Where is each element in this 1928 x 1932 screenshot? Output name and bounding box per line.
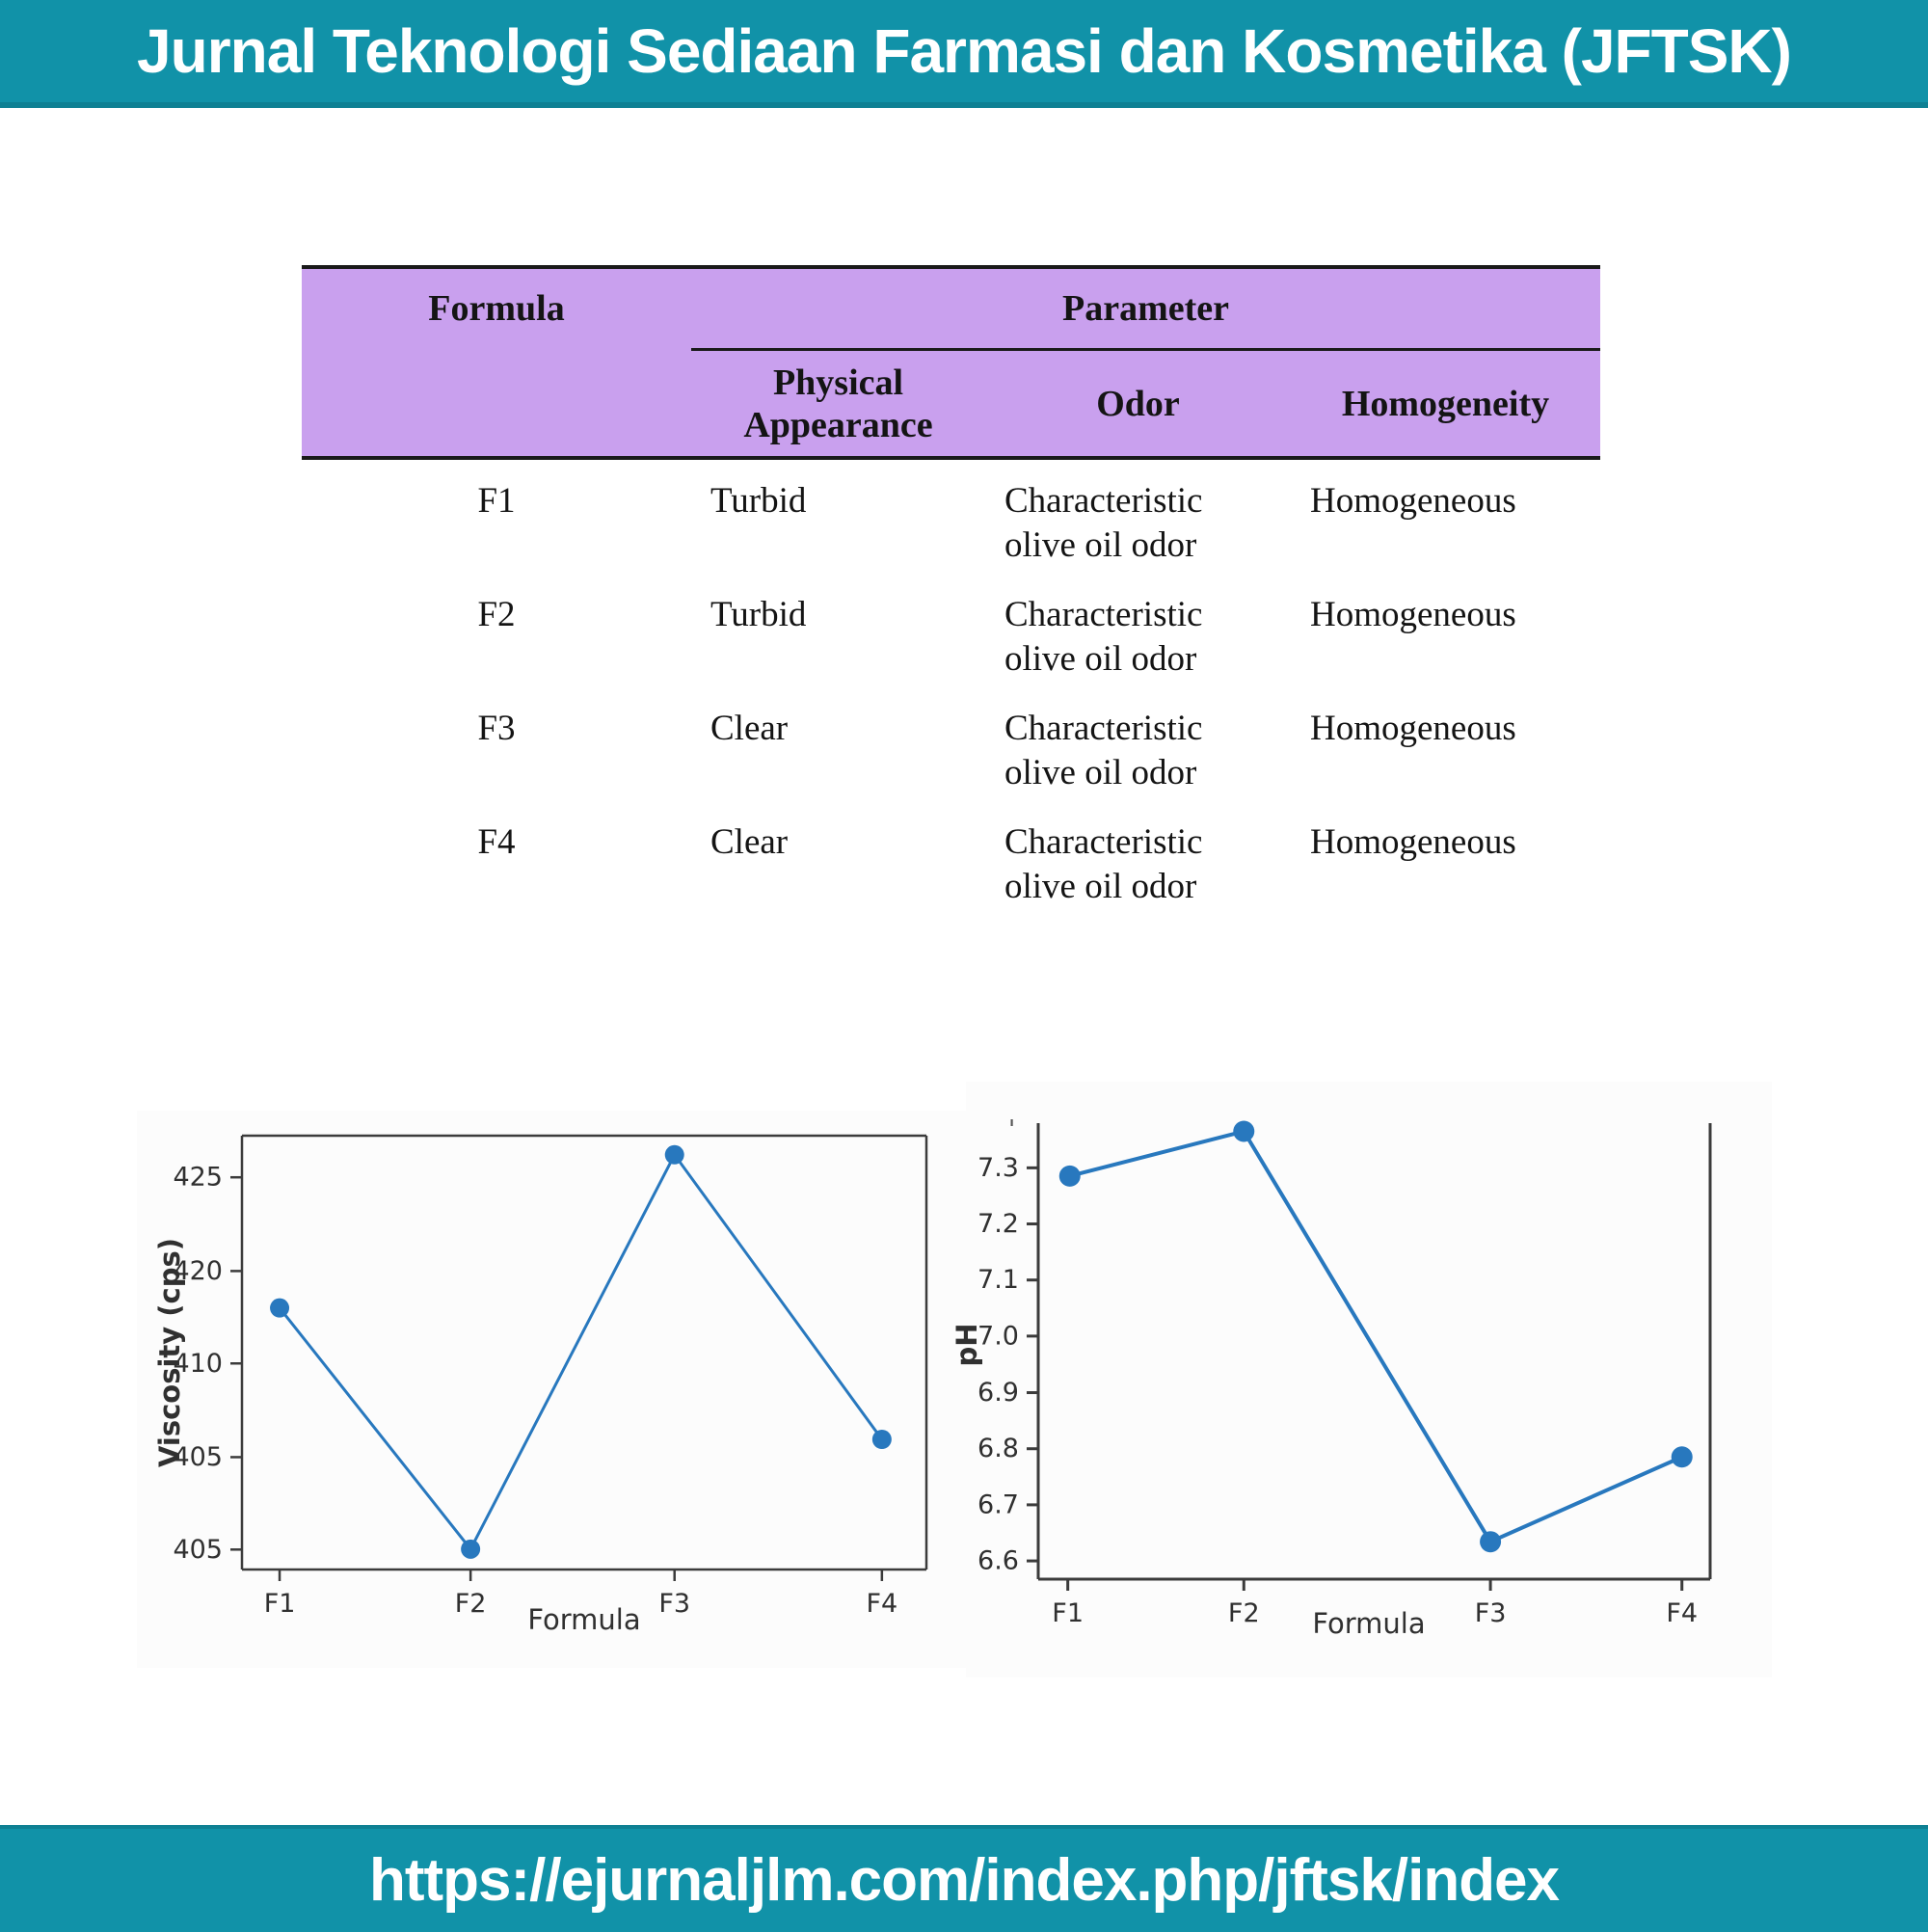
journal-url[interactable]: https://ejurnaljlm.com/index.php/jftsk/i… <box>368 1847 1560 1914</box>
x-tick-label: F1 <box>1052 1598 1084 1628</box>
y-axis-title: Viscosity (cps) <box>153 1238 186 1467</box>
odor-cell: Characteristic olive oil odor <box>1004 822 1203 906</box>
table-row-f3: F3 Clear Characteristic olive oil odor H… <box>302 687 1600 801</box>
table-header: Formula Parameter Physical Appearance Od… <box>302 265 1600 460</box>
y-tick-label: 420 <box>173 1256 223 1286</box>
homogeneity-cell: Homogeneous <box>1310 595 1516 634</box>
data-point-marker <box>1480 1531 1502 1553</box>
data-point-marker <box>871 1430 892 1449</box>
x-tick-label: F3 <box>1475 1598 1507 1628</box>
formula-cell: F1 <box>477 481 516 521</box>
table-body: F1 Turbid Characteristic olive oil odor … <box>302 460 1600 915</box>
x-tick-label: F2 <box>1228 1598 1260 1628</box>
column-header-formula: Formula <box>428 288 565 329</box>
x-tick-label: F1 <box>264 1589 296 1619</box>
homogeneity-cell: Homogeneous <box>1310 822 1516 862</box>
viscosity-line-chart: 425 420 410 405 405 F1 F2 F3 F4 Viscosity (cps) Fo… <box>137 1111 968 1668</box>
y-tick-label: 425 <box>173 1163 223 1193</box>
table-row-f1: F1 Turbid Characteristic olive oil odor … <box>302 460 1600 574</box>
journal-title: Jurnal Teknologi Sediaan Farmasi dan Kos… <box>137 16 1792 86</box>
y-tick-label: 6.6 <box>977 1546 1019 1576</box>
formula-cell: F2 <box>477 595 516 634</box>
y-tick-label: 6.8 <box>977 1434 1019 1463</box>
y-tick-label: 410 <box>173 1349 223 1379</box>
y-tick-label: 7.2 <box>977 1209 1019 1239</box>
table-row-f4: F4 Clear Characteristic olive oil odor H… <box>302 801 1600 915</box>
appearance-cell: Clear <box>710 709 789 748</box>
data-point-marker <box>1058 1165 1081 1187</box>
y-tick-label: 405 <box>173 1535 223 1565</box>
x-axis-title: Formula <box>1312 1607 1425 1640</box>
y-tick-label: 7.3 <box>977 1153 1019 1183</box>
homogeneity-cell: Homogeneous <box>1310 481 1516 521</box>
ph-line-chart: 7.3 7.2 7.1 7.0 6.9 6.8 6.7 6.6 F1 F2 F3 F4 pH Formul… <box>951 1082 1772 1677</box>
data-point-marker <box>461 1539 481 1559</box>
y-tick-label: 405 <box>173 1442 223 1472</box>
homogeneity-cell: Homogeneous <box>1310 709 1516 748</box>
y-tick-label: 7.1 <box>977 1265 1019 1295</box>
data-point-marker <box>664 1144 684 1165</box>
data-line <box>278 1151 884 1552</box>
odor-cell: Characteristic olive oil odor <box>1004 709 1203 792</box>
data-line <box>1067 1129 1684 1544</box>
table-row-f2: F2 Turbid Characteristic olive oil odor … <box>302 574 1600 687</box>
data-point-marker <box>1233 1120 1255 1142</box>
data-point-marker <box>1671 1446 1693 1468</box>
x-tick-label: F2 <box>455 1589 487 1619</box>
evaluation-table: Formula Parameter Physical Appearance Od… <box>302 265 1600 915</box>
journal-footer-bar: https://ejurnaljlm.com/index.php/jftsk/i… <box>0 1825 1928 1932</box>
parameter-underline <box>691 348 1600 351</box>
data-point-marker <box>270 1298 290 1318</box>
y-tick-label: 6.7 <box>977 1489 1019 1519</box>
x-axis-title: Formula <box>527 1603 640 1636</box>
formula-cell: F4 <box>477 822 516 862</box>
odor-cell: Characteristic olive oil odor <box>1004 481 1203 565</box>
appearance-cell: Turbid <box>710 481 807 521</box>
appearance-cell: Clear <box>710 822 789 862</box>
column-header-physical-appearance: Physical Appearance <box>743 362 933 445</box>
x-tick-label: F3 <box>658 1589 690 1619</box>
column-header-homogeneity: Homogeneity <box>1341 383 1550 424</box>
spacer-cell <box>302 351 691 456</box>
journal-header-bar: Jurnal Teknologi Sediaan Farmasi dan Kos… <box>0 0 1928 108</box>
odor-cell: Characteristic olive oil odor <box>1004 595 1203 679</box>
y-axis-title: pH <box>951 1323 983 1366</box>
x-tick-label: F4 <box>866 1589 897 1619</box>
column-group-header-parameter: Parameter <box>1062 288 1229 329</box>
stray-mark: ' <box>1008 1115 1015 1144</box>
column-header-odor: Odor <box>1096 383 1180 424</box>
formula-cell: F3 <box>477 709 516 748</box>
x-tick-label: F4 <box>1666 1598 1698 1628</box>
appearance-cell: Turbid <box>710 595 807 634</box>
y-tick-label: 6.9 <box>977 1378 1019 1408</box>
y-tick-label: 7.0 <box>977 1321 1019 1351</box>
